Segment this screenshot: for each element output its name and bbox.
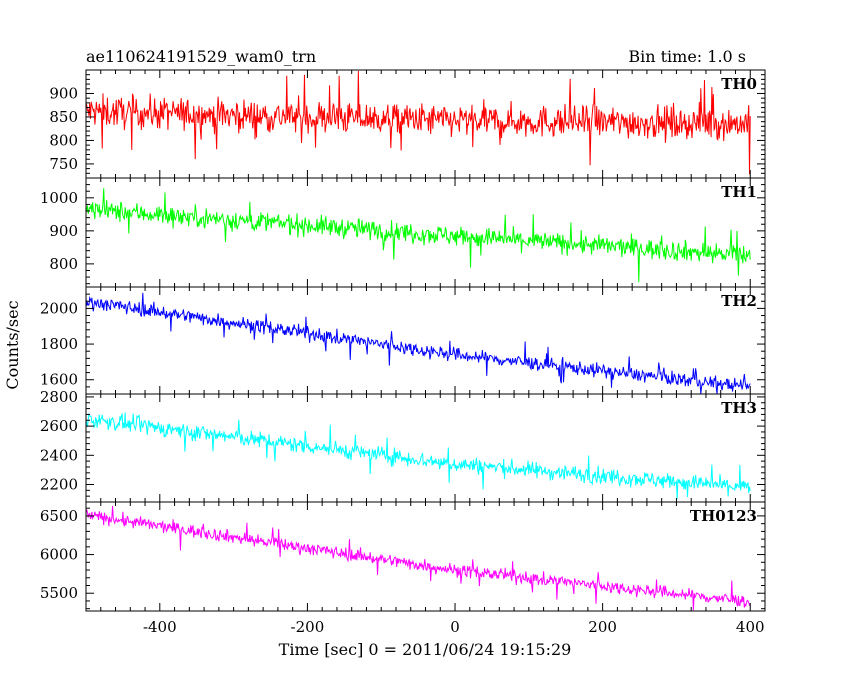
- y-tick-label: 1000: [40, 189, 78, 207]
- series-line-th0: [86, 70, 751, 175]
- y-tick-label: 2200: [40, 475, 78, 493]
- panel-th0123: 5500 6000 6500 TH0123: [40, 501, 766, 612]
- x-tick-label: 400: [736, 618, 765, 636]
- bin-time-label: Bin time: 1.0 s: [628, 47, 746, 66]
- x-tick-label: 0: [450, 618, 460, 636]
- y-tick-label: 750: [49, 155, 78, 173]
- y-tick-label: 1800: [40, 335, 78, 353]
- y-tick-label: 1600: [40, 371, 78, 389]
- y-tick-label: 800: [49, 131, 78, 149]
- y-tick-label: 6500: [40, 507, 78, 525]
- panel-label: TH2: [721, 292, 757, 310]
- panel-frame: [85, 177, 766, 288]
- panel-th1: 800 900 1000 TH1: [40, 177, 766, 288]
- panel-label: TH3: [721, 399, 757, 417]
- panel-label: TH1: [721, 183, 757, 201]
- x-tick-label: -400: [143, 618, 177, 636]
- y-tick-label: 850: [49, 108, 78, 126]
- panel-frame: [85, 501, 766, 612]
- panel-label: TH0: [721, 75, 757, 93]
- panel-th3: 2200 2400 2600 2800 TH3: [40, 388, 766, 503]
- y-axis-label: Counts/sec: [3, 300, 22, 389]
- y-tick-label: 900: [49, 84, 78, 102]
- y-tick-label: 6000: [40, 546, 78, 564]
- chart-title: ae110624191529_wam0_trn: [86, 47, 316, 66]
- x-tick-label: -200: [291, 618, 325, 636]
- panel-th2: 1600 1800 2000 TH2: [40, 286, 766, 395]
- series-line-th3: [86, 412, 751, 500]
- y-tick-label: 2600: [40, 417, 78, 435]
- series-line-th0123: [86, 505, 751, 611]
- x-tick-label: 200: [588, 618, 617, 636]
- y-tick-label: 900: [49, 222, 78, 240]
- x-axis-label: Time [sec] 0 = 2011/06/24 19:15:29: [279, 640, 572, 659]
- series-line-th1: [86, 188, 751, 283]
- panel-th0: 750 800 850 900 TH0: [49, 69, 766, 179]
- y-tick-label: 2400: [40, 446, 78, 464]
- x-axis: -400 -200 0 200 400: [143, 618, 765, 636]
- panels-group: 750 800 850 900 TH0 800 900 1000 TH1 1600 1800 2000…: [40, 69, 766, 612]
- panel-label: TH0123: [690, 507, 757, 525]
- y-tick-label: 5500: [40, 584, 78, 602]
- y-tick-label: 800: [49, 255, 78, 273]
- y-tick-label: 2800: [40, 388, 78, 406]
- y-tick-label: 2000: [40, 299, 78, 317]
- panel-frame: [85, 286, 766, 395]
- series-line-th2: [86, 292, 751, 394]
